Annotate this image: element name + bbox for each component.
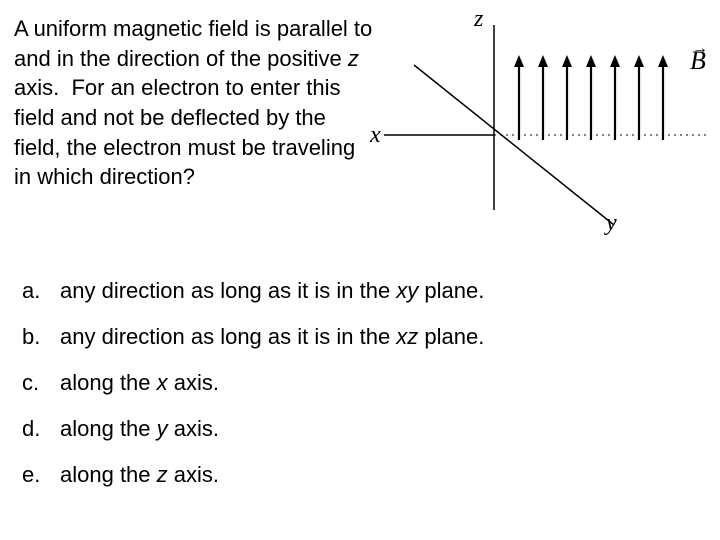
- option-letter: e.: [22, 462, 60, 488]
- b-vector-label: →B: [690, 46, 706, 76]
- question-text: A uniform magnetic field is parallel to …: [14, 10, 374, 250]
- option-text: along the x axis.: [60, 370, 219, 396]
- option-row: e.along the z axis.: [22, 452, 700, 498]
- option-row: a.any direction as long as it is in the …: [22, 268, 700, 314]
- top-section: A uniform magnetic field is parallel to …: [0, 0, 720, 250]
- x-axis-label: x: [370, 122, 381, 149]
- option-text: along the y axis.: [60, 416, 219, 442]
- b-arrow-icon: →: [692, 40, 708, 58]
- diagram-area: z x y →B: [374, 10, 710, 250]
- option-text: any direction as long as it is in the xy…: [60, 278, 484, 304]
- option-row: b.any direction as long as it is in the …: [22, 314, 700, 360]
- z-axis-label: z: [474, 6, 483, 33]
- option-text: along the z axis.: [60, 462, 219, 488]
- option-letter: c.: [22, 370, 60, 396]
- option-letter: a.: [22, 278, 60, 304]
- options-list: a.any direction as long as it is in the …: [0, 250, 720, 498]
- option-text: any direction as long as it is in the xz…: [60, 324, 484, 350]
- option-letter: d.: [22, 416, 60, 442]
- axes-diagram: [374, 10, 714, 250]
- y-axis-label: y: [606, 210, 617, 237]
- option-row: c.along the x axis.: [22, 360, 700, 406]
- option-letter: b.: [22, 324, 60, 350]
- option-row: d.along the y axis.: [22, 406, 700, 452]
